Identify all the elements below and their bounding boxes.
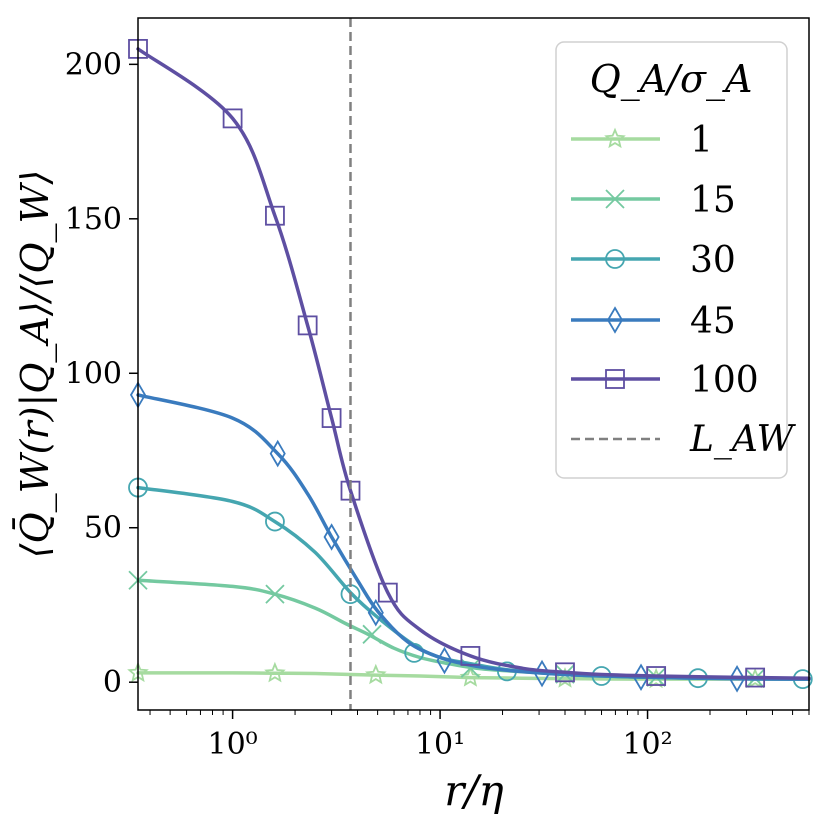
legend-swatch-marker [605,189,625,209]
legend-label: 15 [690,180,736,221]
x-tick-label: 10² [622,727,672,762]
marker-15-2-stroke-b [362,624,382,644]
x-axis-label: r/η [444,766,503,815]
legend-entry-15: 15 [571,180,736,221]
legend-swatch-marker [605,369,625,389]
marker-100-7 [460,646,481,666]
marker-100-4 [321,408,342,428]
legend-label: 1 [690,120,713,161]
y-tick-label: 200 [65,47,122,82]
marker-15-1-stroke-b [265,584,285,604]
legend-entry-vline: L_AW [571,419,796,460]
marker-45-6 [632,663,650,692]
marker-100-10 [745,667,766,688]
marker-15-3-stroke-b [460,658,481,678]
marker-1-1 [264,661,286,683]
x-tick-label: 10¹ [415,727,465,762]
y-tick-label: 50 [84,511,122,546]
marker-30-1 [265,511,285,532]
legend-frame [555,41,788,479]
y-axis: 0 50 100 150 200 [65,47,138,700]
legend-entry-45: 45 [571,301,736,342]
marker-100-8 [555,662,575,683]
marker-100-2 [265,205,285,226]
x-tick-label: 10⁰ [207,727,257,762]
legend-swatch-marker [604,127,626,149]
marker-100-1 [222,108,243,129]
marker-45-7 [729,665,746,693]
legend-entry-1: 1 [571,120,713,161]
marker-100-9 [646,666,667,686]
legend-label-vline: L_AW [689,419,796,460]
series-100 [128,38,811,688]
legend-swatch-marker-stroke-b [605,189,625,209]
marker-45-3 [367,598,384,627]
marker-1-2 [364,663,387,685]
marker-100-3 [297,315,318,336]
legend-label: 30 [690,240,736,281]
legend-entries: 1 15 30 45 100 L_AW [571,120,796,460]
marker-45-2 [323,523,340,551]
legend-entry-30: 30 [571,240,736,281]
marker-45-1 [269,439,286,468]
marker-15-1 [265,584,285,604]
x-axis: 10⁰ 10¹ 10² [149,710,810,762]
y-axis-label: ⟨Q̄_W(r)|Q_A⟩/⟨Q_W⟩ [13,170,58,559]
y-tick-label: 0 [103,665,122,700]
y-tick-label: 150 [65,202,122,237]
legend-swatch-marker [605,249,625,269]
legend-title: Q_A/σ_A [590,57,753,102]
legend-swatch-marker [606,306,624,334]
legend-entry-100: 100 [571,360,759,401]
legend: Q_A/σ_A 1 15 30 45 100 L_AW [555,41,796,479]
marker-15-2 [362,624,382,644]
marker-45-4 [436,646,453,675]
legend-label: 45 [690,301,736,342]
plot-frame [137,17,810,711]
marker-100-6 [377,582,398,603]
series-line-100 [136,47,811,680]
legend-label: 100 [690,360,759,401]
y-tick-label: 100 [65,356,122,391]
marker-30-3 [404,642,425,663]
